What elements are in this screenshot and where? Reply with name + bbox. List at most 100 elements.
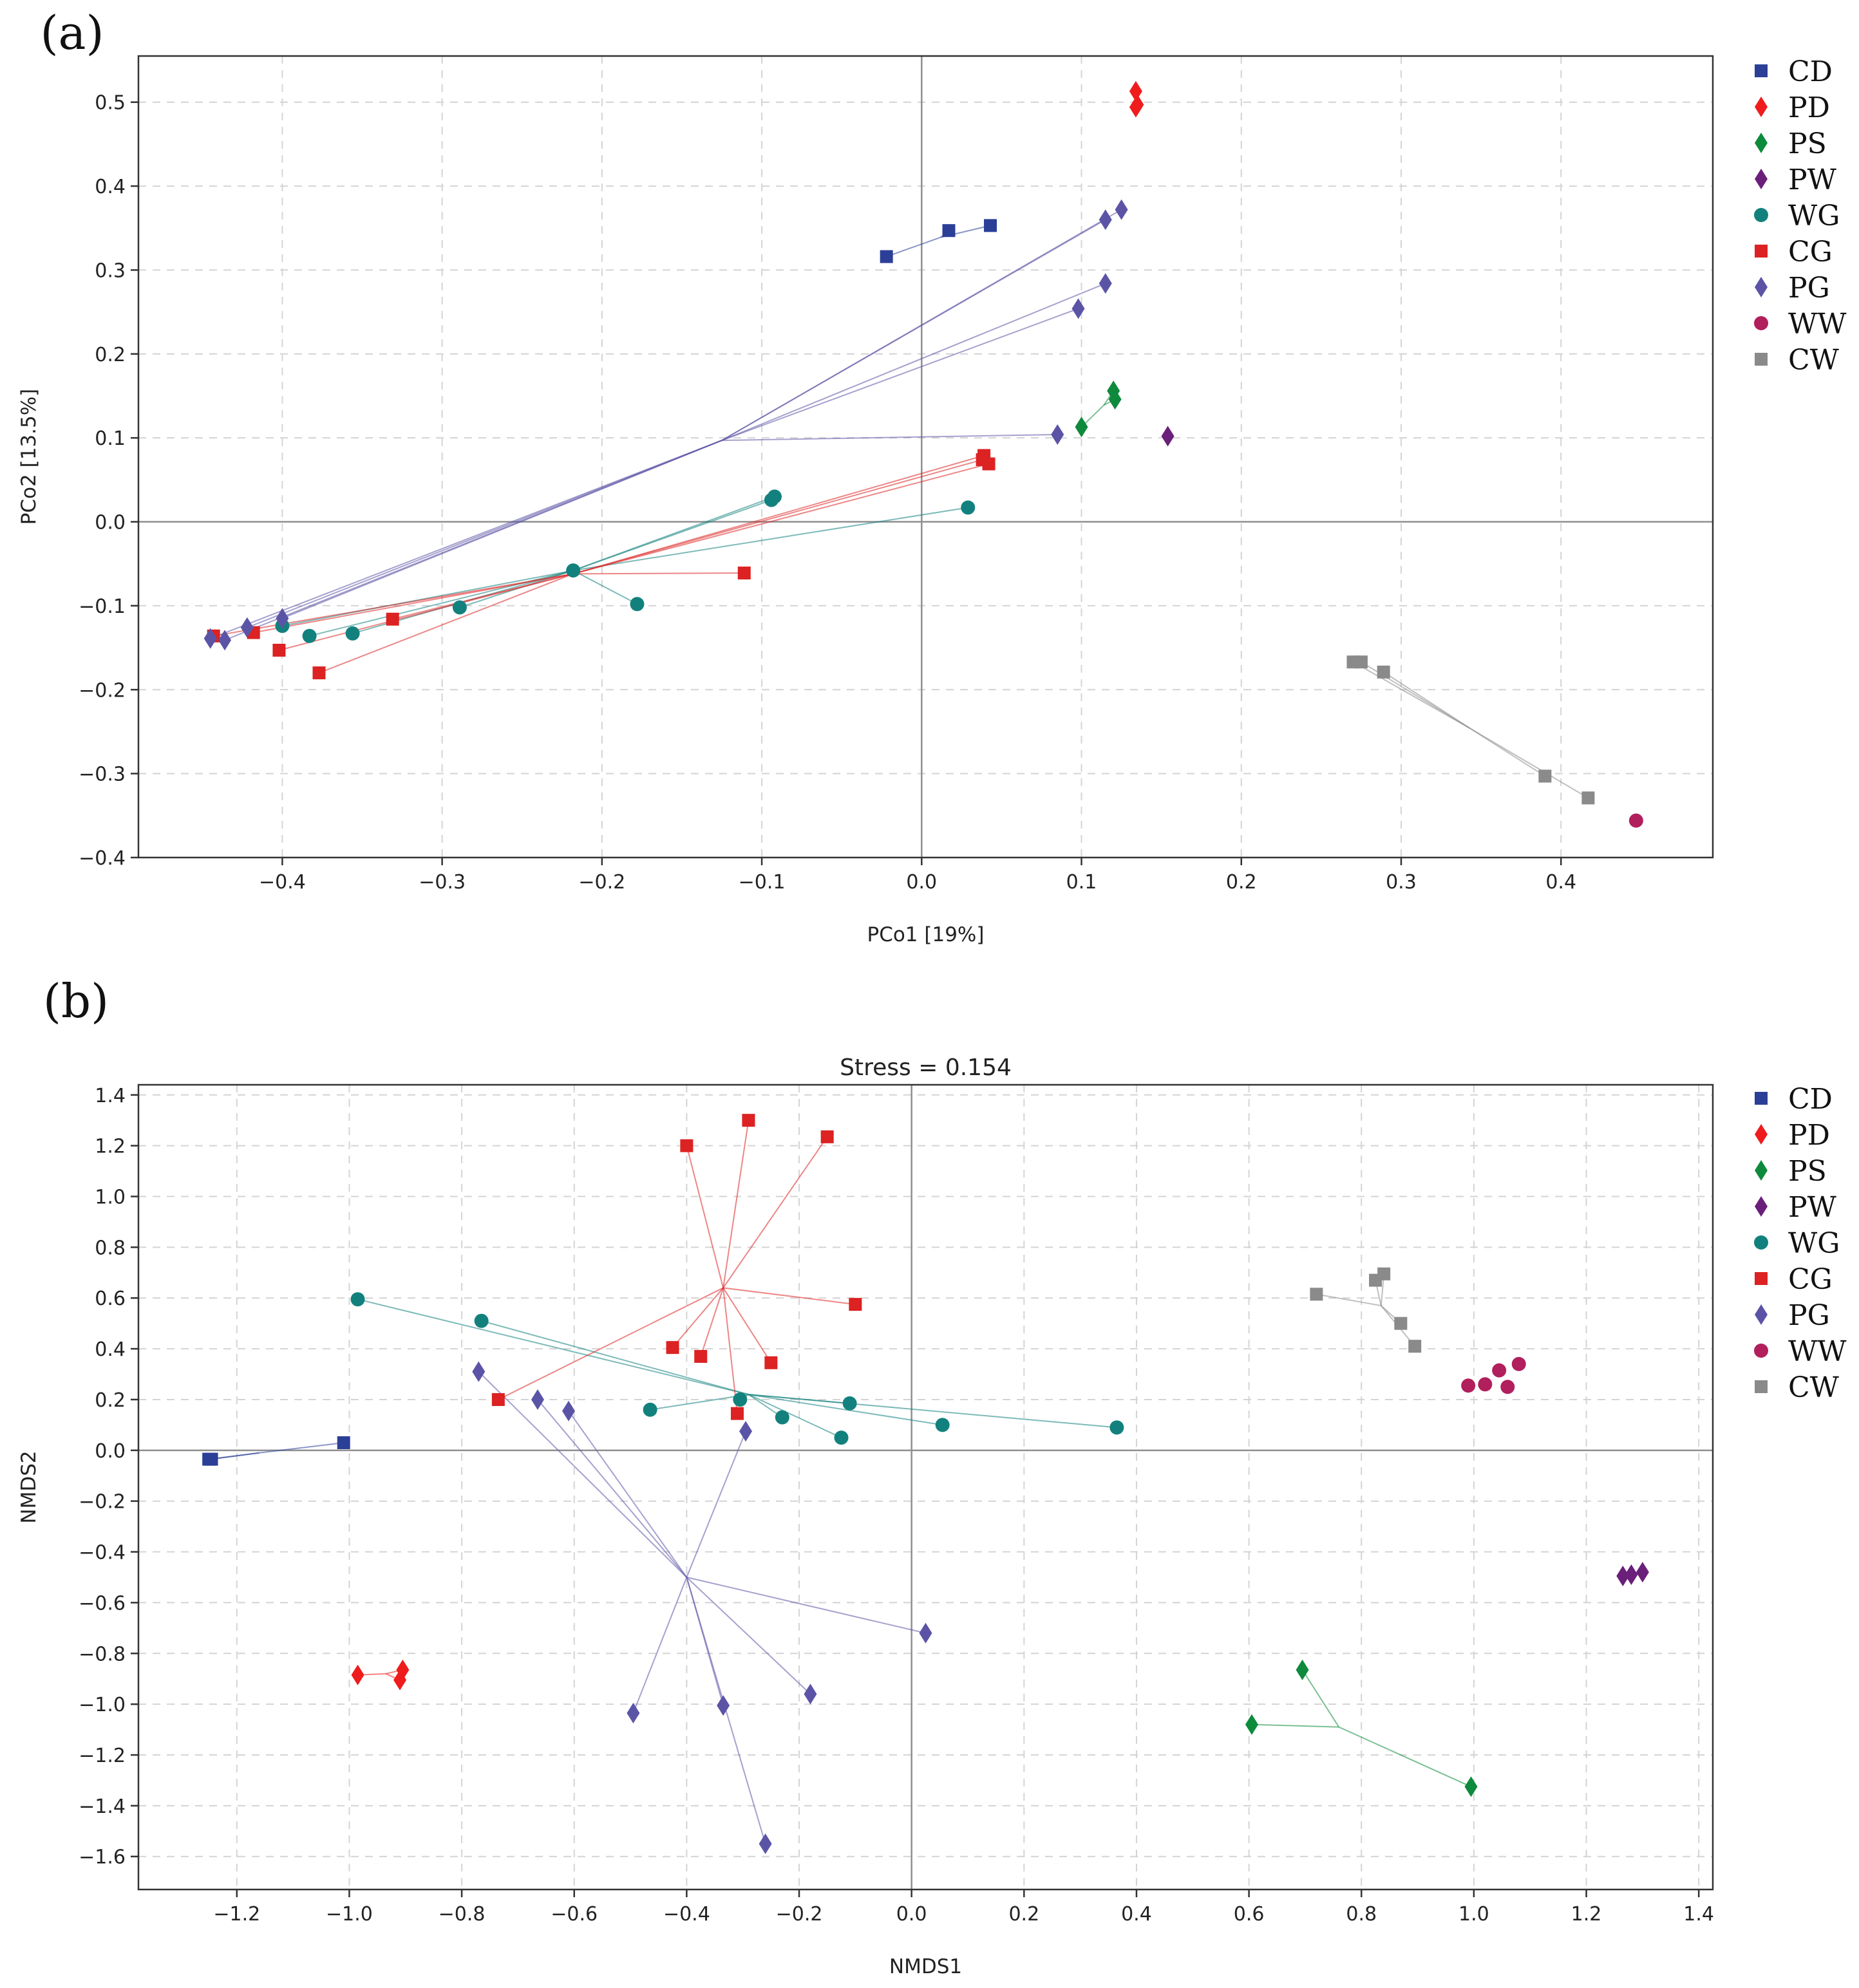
nmds-point-pw: [1616, 1566, 1630, 1587]
nmds-y-tick-label: 0.8: [95, 1237, 126, 1259]
nmds-spider-line-pg: [632, 1577, 688, 1714]
pcoa-point-pg: [203, 628, 217, 649]
pcoa-x-tick-label: 0.0: [906, 871, 937, 894]
pcoa-point-cg: [976, 453, 989, 467]
nmds-legend-label-pd: PD: [1788, 1119, 1830, 1152]
pcoa-spider-line-cg: [319, 573, 574, 674]
nmds-point-cg: [849, 1298, 862, 1311]
pcoa-legend-label-pd: PD: [1788, 91, 1830, 124]
pcoa-legend-marker-cg: [1755, 245, 1768, 258]
nmds-point-pg: [562, 1400, 576, 1421]
nmds-point-wg: [842, 1396, 857, 1411]
pcoa-spider-line-cg: [572, 459, 983, 575]
pcoa-point-ww: [1628, 813, 1643, 828]
nmds-plot-area: [138, 1085, 1713, 1890]
pcoa-point-pg: [1071, 298, 1085, 319]
pcoa-legend-marker-ps: [1755, 133, 1768, 153]
nmds-point-pd: [393, 1669, 407, 1691]
pcoa-spider-line-wg: [572, 570, 637, 605]
nmds-spider-line-pg: [537, 1399, 688, 1578]
nmds-legend-label-cg: CG: [1788, 1263, 1833, 1296]
pcoa-legend-label-ps: PS: [1788, 127, 1827, 160]
pcoa-point-cd: [880, 250, 893, 263]
pcoa-point-pg: [240, 617, 254, 638]
nmds-x-tick-label: 1.4: [1683, 1903, 1714, 1926]
nmds-point-ps: [1245, 1714, 1258, 1735]
nmds-y-tick-label: 0.2: [95, 1389, 126, 1412]
pcoa-x-tick-label: 0.2: [1226, 871, 1257, 894]
nmds-legend-label-wg: WG: [1788, 1227, 1840, 1260]
nmds-point-cw: [1377, 1267, 1391, 1280]
pcoa-point-cw: [1538, 769, 1552, 783]
pcoa-point-pg: [1099, 273, 1112, 294]
nmds-legend-marker-cg: [1755, 1272, 1768, 1285]
pcoa-spider-line-cw: [1383, 671, 1471, 729]
pcoa-legend-label-pw: PW: [1788, 164, 1837, 196]
pcoa-x-axis-title: PCo1 [19%]: [867, 923, 985, 946]
nmds-spider-line-pg: [686, 1430, 746, 1578]
pcoa-y-tick-label: 0.5: [95, 92, 126, 115]
nmds-y-tick-label: −1.4: [79, 1796, 126, 1818]
nmds-point-cg: [764, 1356, 778, 1369]
pcoa-plot-area: [138, 56, 1713, 858]
nmds-point-ww: [1500, 1380, 1515, 1394]
nmds-y-tick-label: −1.0: [79, 1694, 126, 1716]
nmds-legend-marker-ps: [1755, 1160, 1768, 1181]
nmds-spider-line-cg: [498, 1287, 724, 1400]
pcoa-legend-label-cw: CW: [1788, 344, 1840, 377]
pcoa-y-tick-label: 0.1: [95, 427, 126, 450]
pcoa-point-pd: [1129, 80, 1142, 102]
pcoa-point-wg: [345, 626, 360, 641]
pcoa-point-cw: [1581, 791, 1595, 805]
nmds-spider-line-cd: [259, 1442, 344, 1454]
nmds-x-axis-title: NMDS1: [889, 1955, 962, 1978]
pcoa-point-pg: [1115, 199, 1128, 220]
nmds-point-pg: [759, 1833, 772, 1855]
nmds-point-pg: [531, 1389, 544, 1410]
nmds-y-tick-label: 0.0: [95, 1440, 126, 1463]
nmds-spider-line-cw: [1316, 1293, 1381, 1307]
nmds-spider-line-ps: [1301, 1669, 1340, 1728]
nmds-legend-label-cd: CD: [1788, 1083, 1833, 1116]
nmds-point-cw: [1394, 1317, 1408, 1330]
nmds-spider-line-wg: [650, 1394, 749, 1411]
nmds-legend-marker-pd: [1755, 1124, 1768, 1145]
nmds-x-tick-label: −0.8: [439, 1903, 486, 1926]
nmds-series-ps: [1245, 1659, 1478, 1797]
nmds-series-wg: [350, 1292, 1124, 1445]
nmds-point-ww: [1478, 1377, 1493, 1392]
nmds-y-tick-label: 0.4: [95, 1338, 126, 1361]
pcoa-legend-label-wg: WG: [1788, 200, 1840, 232]
pcoa-legend-marker-pg: [1755, 277, 1768, 297]
nmds-y-tick-label: −0.2: [79, 1491, 126, 1514]
nmds-legend-marker-cd: [1755, 1092, 1768, 1105]
nmds-x-tick-label: 0.6: [1234, 1903, 1265, 1926]
pcoa-legend-label-ww: WW: [1788, 308, 1847, 341]
nmds-point-cg: [820, 1130, 834, 1143]
nmds-point-wg: [1109, 1420, 1124, 1435]
nmds-chart-title: Stress = 0.154: [840, 1055, 1012, 1081]
nmds-spider-line-cg: [722, 1136, 828, 1289]
pcoa-point-cd: [984, 219, 997, 232]
pcoa-spider-line-wg: [572, 496, 775, 572]
pcoa-spider-line-cd: [886, 236, 941, 258]
nmds-spider-line-cg: [722, 1287, 772, 1364]
pcoa-spider-line-cg: [213, 573, 574, 637]
nmds-series-cw: [1310, 1267, 1422, 1353]
nmds-series-pw: [1616, 1562, 1649, 1587]
pcoa-x-tick-label: −0.3: [419, 871, 466, 894]
pcoa-x-tick-label: −0.2: [578, 871, 625, 894]
nmds-spider-line-ps: [1251, 1723, 1339, 1728]
nmds-spider-line-pg: [686, 1577, 926, 1634]
nmds-point-cg: [680, 1139, 694, 1152]
nmds-y-tick-label: −1.6: [79, 1846, 126, 1869]
nmds-point-wg: [935, 1418, 950, 1432]
nmds-point-pg: [919, 1622, 932, 1644]
pcoa-spider-line-cw: [1353, 661, 1471, 729]
pcoa-y-tick-label: −0.2: [79, 679, 126, 702]
pcoa-point-pg: [276, 608, 289, 629]
nmds-legend-label-pg: PG: [1788, 1299, 1830, 1332]
nmds-spider-line-cg: [722, 1288, 738, 1414]
pcoa-point-pg: [1099, 209, 1112, 230]
